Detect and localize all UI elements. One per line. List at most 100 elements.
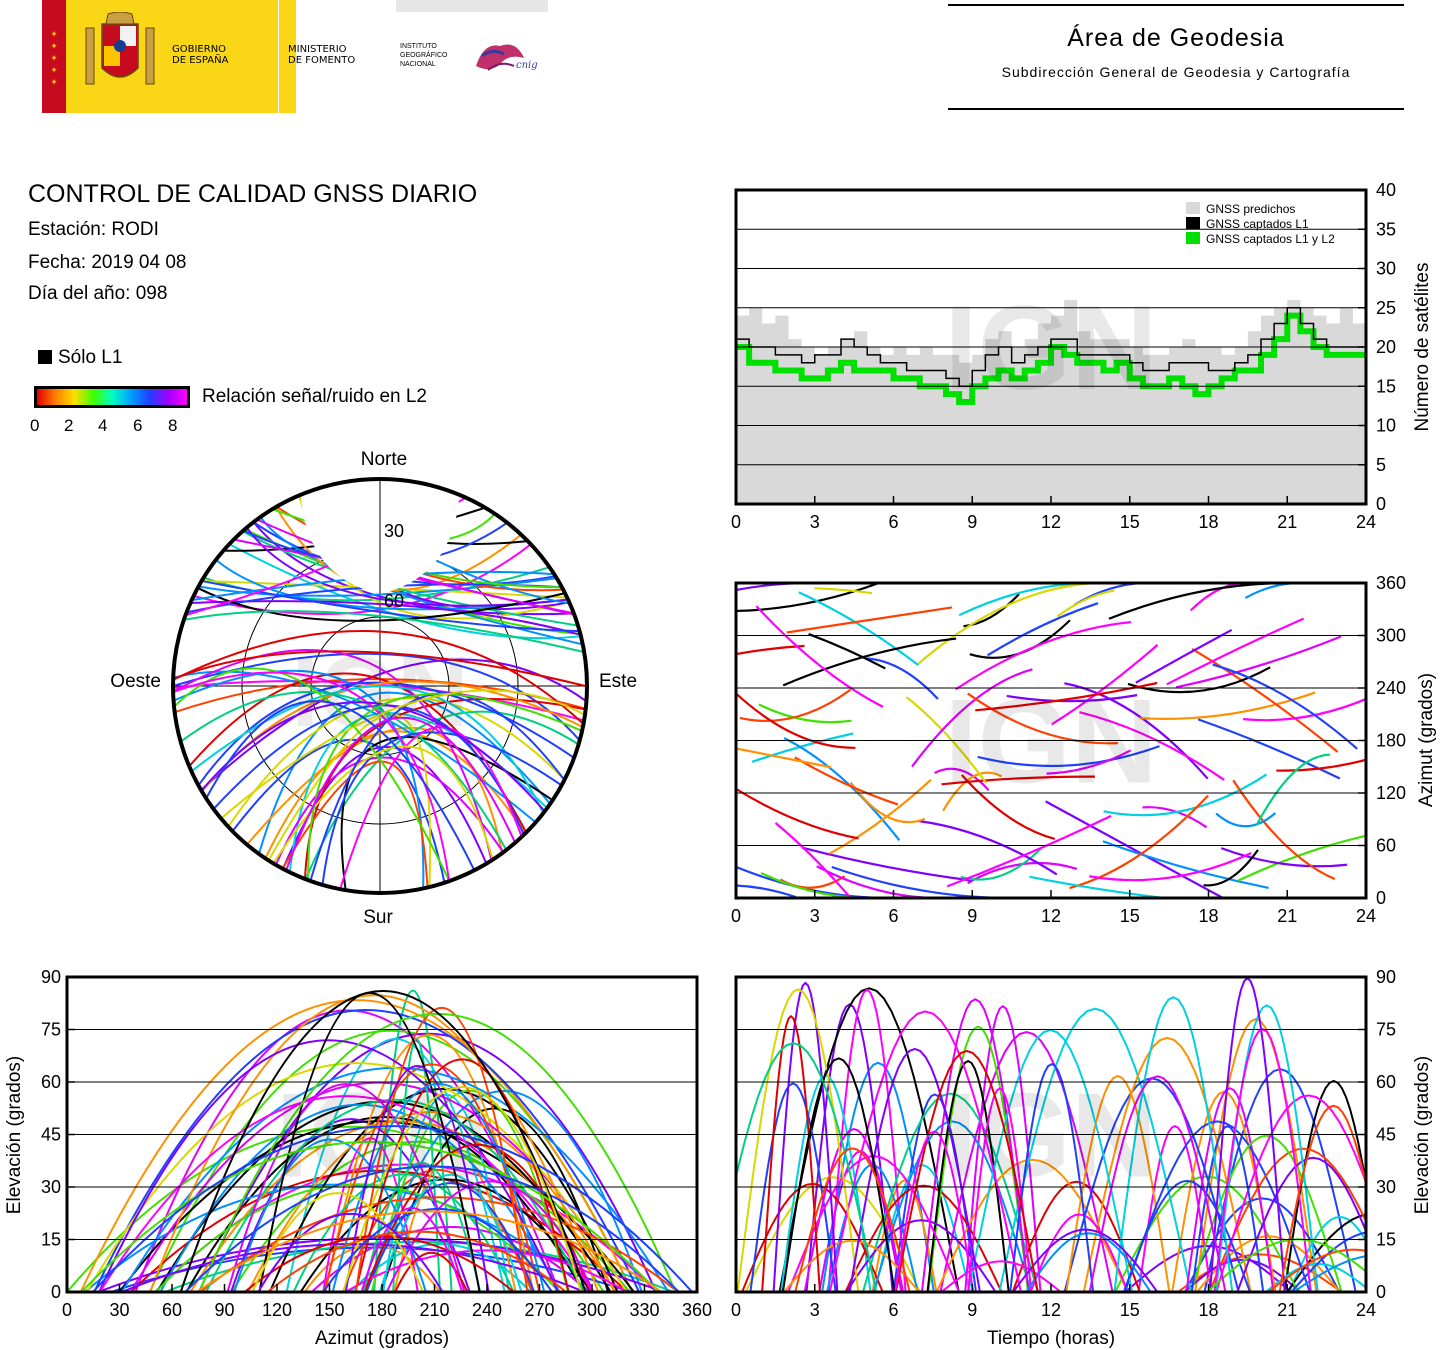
elevation-track [862,1092,1039,1292]
azimuth-track [736,644,805,656]
ministry-name-line2: DE FOMENTO [288,55,356,66]
elevation-track [1290,1231,1366,1292]
azimuth-track [1069,794,1209,890]
satellite-track [172,671,451,882]
elevation-track [311,1226,590,1292]
elevation-track [98,1095,594,1292]
y-tick-label: 360 [1376,573,1406,593]
elevation-track [179,990,587,1292]
direction-west: Oeste [110,671,161,692]
elevation-track [79,999,634,1292]
plot-frame [734,581,1368,900]
azimuth-track [934,767,990,792]
ministry-name: MINISTERIO DE FOMENTO [288,44,355,66]
azimuth-track [782,637,957,687]
ign-watermark: IGN [944,675,1157,809]
elevation-track [920,998,1030,1292]
satellite-track [172,650,588,688]
x-tick-label: 12 [1041,512,1061,532]
area-top-rule [948,4,1404,6]
y-tick-label: 300 [1376,626,1406,646]
elevation-ring-label: 30 [384,521,404,541]
azimuth-track [1237,834,1366,882]
azimuth-track [1191,647,1339,753]
elevation-track [967,1029,1134,1292]
snr-tick: 0 [30,416,40,435]
azimuth-track [1243,697,1366,722]
snr-tick: 4 [98,416,108,435]
y-tick-label: 75 [1376,1020,1396,1040]
azimuth-track [866,657,939,700]
azimuth-track [960,774,1056,841]
elevation-track [872,1120,1033,1292]
elevation-track [1011,1180,1141,1292]
x-tick-label: 60 [162,1300,182,1320]
ign-name-line1: INSTITUTO [400,43,437,50]
x-tick-label: 18 [1198,1300,1218,1320]
azimuth-track [975,681,1158,712]
azimuth-track [774,822,852,898]
elevation-track [342,1086,583,1292]
ign-name: INSTITUTO GEOGRÁFICO NACIONAL [400,42,447,69]
azimuth-track [911,668,1033,768]
x-tick-label: 21 [1277,1300,1297,1320]
x-tick-label: 3 [810,1300,820,1320]
y-tick-label: 0 [1376,494,1386,514]
azimuth-track [1255,753,1331,826]
eu-stars-icon: ✦ ✦ ✦ ✦ ✦ [50,29,58,87]
elevation-track [1267,1248,1366,1292]
elevation-track [80,1140,659,1292]
elevation-track [1124,1244,1292,1292]
x-tick-label: 0 [731,512,741,532]
satellite-track [227,697,566,828]
snr-colorbar [34,386,190,408]
elevation-track [285,1037,506,1292]
x-axis-label: Tiempo (horas) [987,1328,1115,1349]
cnig-logo-icon [470,36,536,80]
x-tick-label: 12 [1041,1300,1061,1320]
satellite-track [173,667,451,882]
elevation-track [749,1082,837,1292]
legend-swatch [1186,202,1200,214]
x-tick-label: 210 [419,1300,449,1320]
elevation-track [393,1151,517,1292]
x-tick-label: 6 [888,512,898,532]
azimuth-track [1142,806,1208,829]
azimuth-track [802,846,972,882]
satellite-track [173,669,425,889]
azimuth-time-chart: IGN 0 60 120 180 240 300 360 0 3 6 9 12 15 18 21 24 Azimu… [731,573,1437,926]
sky-plot: IGN 30 60 Norte Sur Este Oeste [110,449,637,928]
y-axis-label: Azimut (grados) [1416,673,1437,807]
area-header: Área de Geodesia Subdirección General de… [948,0,1404,113]
elevation-track [1088,1075,1227,1292]
elevation-track [233,1138,427,1292]
x-tick-label: 24 [1356,906,1376,926]
gov-separator [278,0,279,113]
direction-north: Norte [361,449,407,470]
azimuth-track [946,814,1112,888]
elevation-track [354,1058,570,1292]
legend-label: GNSS captados L1 [1206,217,1309,231]
azimuth-track [958,583,1094,617]
x-tick-label: 9 [967,1300,977,1320]
elevation-track [1025,1232,1152,1292]
azimuth-track [1108,583,1289,620]
elevation-track [1012,1228,1159,1292]
elevation-ring-label: 60 [384,591,404,611]
legend-label: GNSS predichos [1206,202,1295,216]
direction-south: Sur [363,907,393,928]
elevation-track [362,1161,482,1292]
elevation-time-chart: IGN 0 15 30 45 60 75 90 0 3 6 9 12 15 18 21 24 Elevación … [731,967,1433,1349]
snr-tick: 6 [133,416,143,435]
elevation-track [373,989,453,1292]
satellite-track [231,738,446,883]
y-tick-label: 45 [1376,1125,1396,1145]
elevation-track [67,1125,631,1292]
cnig-label: cnig [516,60,538,71]
azimuth-track [942,771,1002,812]
y-tick-label: 0 [51,1282,61,1302]
elevation-track [1292,1255,1366,1292]
x-tick-label: 18 [1198,512,1218,532]
azimuth-track [1276,758,1366,772]
elevation-track [1190,1125,1265,1292]
